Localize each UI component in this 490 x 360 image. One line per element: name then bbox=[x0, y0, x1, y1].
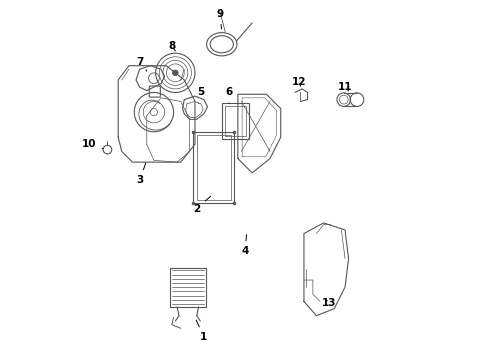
Text: 11: 11 bbox=[338, 82, 352, 92]
Text: 4: 4 bbox=[241, 235, 249, 256]
Text: 10: 10 bbox=[82, 139, 103, 149]
Text: 8: 8 bbox=[168, 41, 175, 51]
Text: 6: 6 bbox=[225, 87, 233, 103]
Text: 5: 5 bbox=[196, 87, 204, 103]
Text: 12: 12 bbox=[292, 77, 307, 87]
Bar bbox=[224, 106, 245, 136]
Circle shape bbox=[172, 70, 178, 76]
Text: 3: 3 bbox=[136, 163, 146, 185]
Text: 9: 9 bbox=[217, 9, 223, 29]
Text: 7: 7 bbox=[136, 57, 147, 71]
Text: 2: 2 bbox=[193, 196, 211, 213]
Text: 13: 13 bbox=[322, 298, 336, 308]
Bar bbox=[193, 132, 234, 203]
Text: 1: 1 bbox=[196, 320, 208, 342]
Bar bbox=[197, 135, 231, 200]
Bar bbox=[170, 267, 206, 307]
Bar bbox=[222, 103, 248, 139]
